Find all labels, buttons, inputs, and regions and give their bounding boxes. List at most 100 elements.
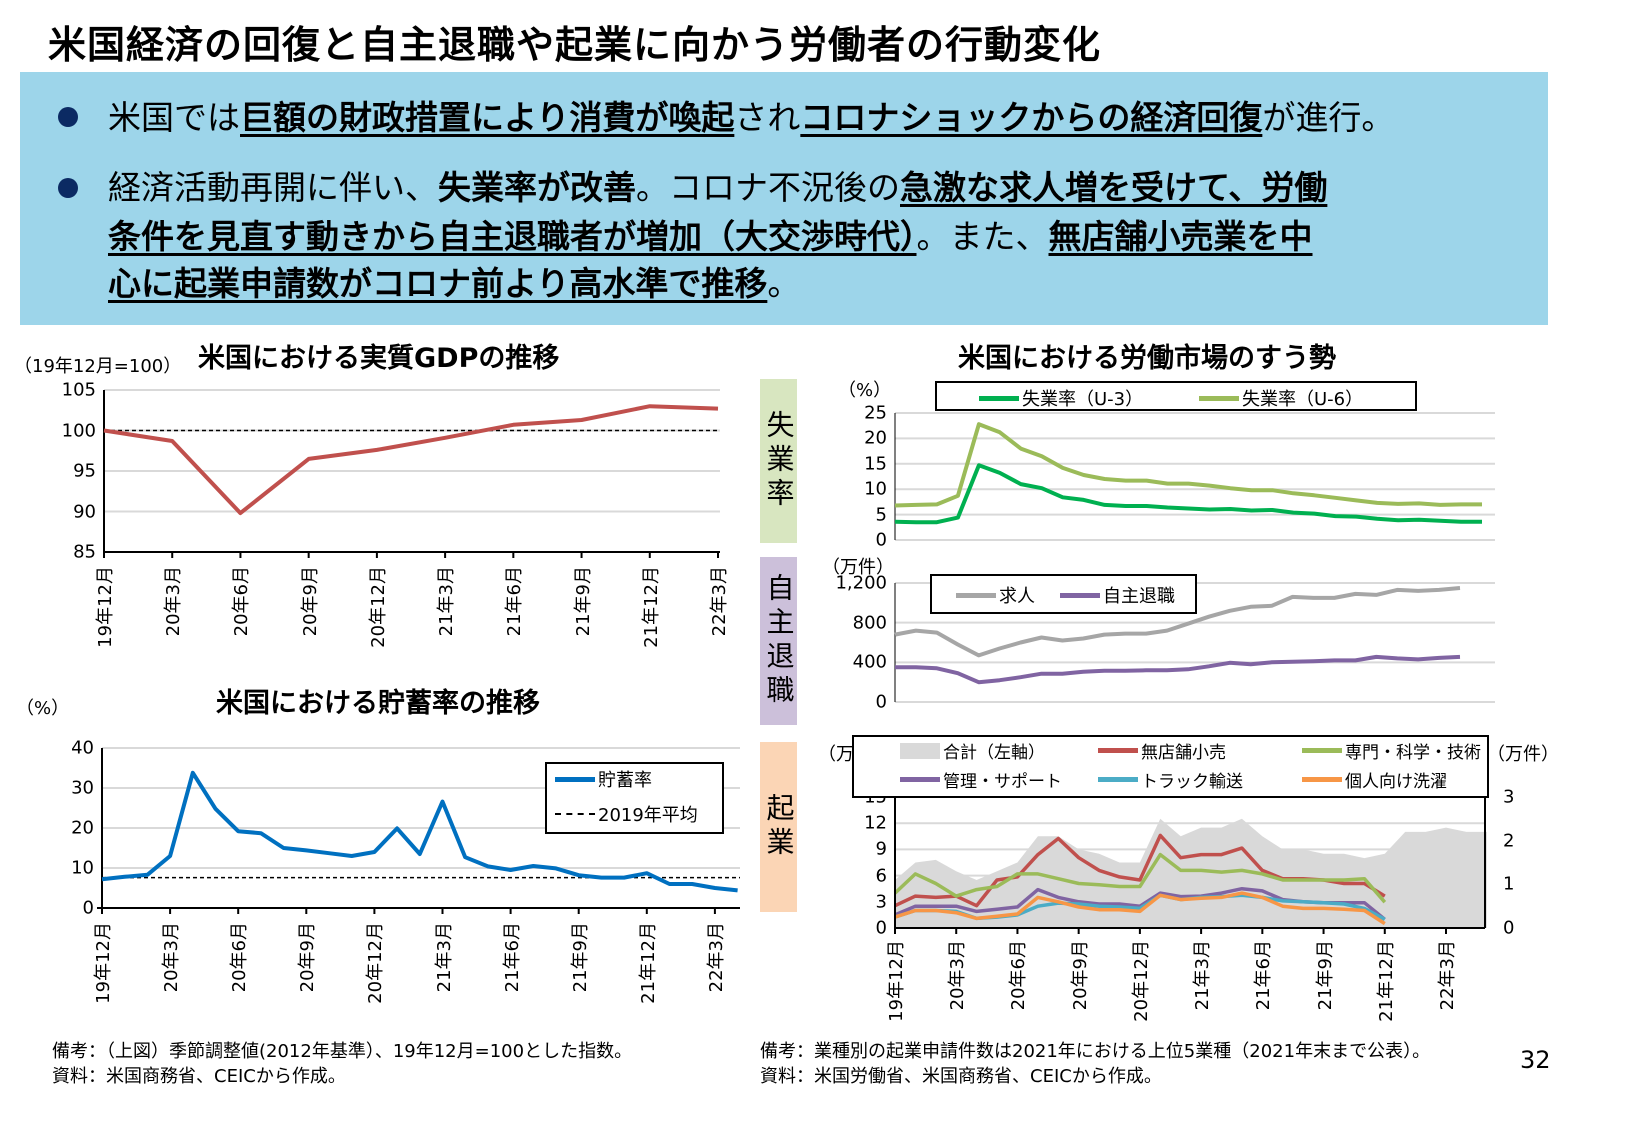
body-text: 米国では [108, 98, 240, 137]
legend-item-2019-average: 2019年平均 [555, 801, 698, 827]
x-tick-label: 20年6月 [1008, 940, 1030, 1011]
y-tick-label: 85 [73, 541, 96, 563]
y-tick-label: 10 [71, 857, 94, 879]
legend-label: 管理・サポート [943, 772, 1062, 792]
legend-label: 個人向け洗濯 [1345, 772, 1447, 792]
x-tick-label: 20年12月 [365, 922, 387, 1004]
x-tick-label: 21年6月 [501, 922, 523, 993]
y-tick-label: 10 [864, 478, 887, 500]
legend-swatch [1098, 748, 1138, 753]
body-text: され [734, 98, 801, 137]
y-tick-label-right: 2 [1503, 830, 1515, 852]
y-tick-label: 100 [61, 420, 96, 441]
x-tick-label: 20年3月 [947, 940, 969, 1011]
bullet-line: 米国では巨額の財政措置により消費が喚起されコロナショックからの経済回復が進行。 [108, 98, 1394, 138]
legend-label: 失業率（U-6） [1242, 389, 1364, 410]
y-tick-label: 105 [61, 379, 96, 401]
legend-label: 2019年平均 [598, 805, 698, 826]
side-label-quits: 自主退職 [760, 557, 797, 725]
openings-line [894, 586, 1461, 658]
legend-label: 合計（左軸） [943, 743, 1045, 763]
labor-chart-title: 米国における労働市場のすう勢 [958, 343, 1336, 374]
legend-label: 専門・科学・技術 [1345, 743, 1481, 763]
x-tick-label: 20年9月 [1069, 940, 1091, 1011]
unemployment-unit-label: （%） [838, 380, 892, 401]
emphasis-text: 条件を見直す動きから自主退職者が増加（大交渉時代） [108, 217, 917, 256]
y-tick-label: 0 [82, 897, 94, 919]
gdp-chart-title: 米国における実質GDPの推移 [198, 343, 560, 374]
quits-line [895, 654, 1461, 685]
y-tick-label: 6 [875, 865, 887, 887]
legend-swatch [555, 813, 595, 815]
y-tick-label: 800 [852, 612, 887, 634]
bullet-icon [58, 178, 78, 198]
y-tick-label: 20 [71, 817, 94, 839]
y-tick-label: 95 [73, 460, 96, 482]
body-text: 。また、 [916, 217, 1049, 256]
y-tick-label: 0 [875, 691, 887, 713]
legend-label: 求人 [999, 586, 1035, 607]
y-tick-label-right: 0 [1503, 917, 1515, 939]
legend-label: 失業率（U-3） [1022, 389, 1144, 410]
legend-item-openings: 求人 [956, 582, 1035, 608]
x-tick-label: 19年12月 [886, 940, 907, 1022]
legend-item-saving-rate: 貯蓄率 [555, 766, 652, 792]
y-tick-label: 40 [71, 737, 94, 759]
side-label-startup: 起業 [760, 742, 797, 912]
emphasis-text: 心に起業申請数がコロナ前より高水準で推移 [108, 264, 768, 303]
bullet-icon [58, 107, 78, 127]
legend-swatch [900, 777, 940, 782]
gdp-unit-label: （19年12月=100） [14, 356, 182, 377]
legend-item-admin-support: 管理・サポート [900, 767, 1062, 792]
page-number: 32 [1520, 1046, 1551, 1074]
y-tick-label: 15 [864, 453, 887, 475]
x-tick-label: 21年12月 [1375, 940, 1397, 1022]
x-tick-label: 21年6月 [504, 566, 526, 637]
y-tick-label: 5 [875, 504, 887, 526]
body-text: 経済活動再開に伴い、 [108, 168, 438, 207]
legend-swatch [956, 592, 996, 598]
bullet-line: 条件を見直す動きから自主退職者が増加（大交渉時代）。また、無店舗小売業を中 [108, 217, 1313, 257]
legend-swatch [555, 776, 595, 782]
note-left-2: 資料：米国商務省、CEICから作成。 [52, 1066, 346, 1087]
x-tick-label: 22年3月 [709, 566, 730, 637]
legend-label: 自主退職 [1103, 586, 1175, 607]
x-tick-label: 21年3月 [436, 566, 458, 637]
legend-swatch [1098, 777, 1138, 782]
gdp-line [103, 404, 719, 516]
startup-right-unit-label: （万件） [1487, 744, 1559, 765]
x-tick-label: 21年12月 [637, 922, 659, 1004]
x-tick-label: 21年9月 [1314, 940, 1336, 1011]
x-tick-label: 20年6月 [231, 566, 253, 637]
quits-legend: 求人 自主退職 [930, 574, 1197, 614]
saving-unit-label: （%） [16, 698, 70, 719]
y-tick-label: 1,200 [835, 572, 887, 594]
quits-unit-label: （万件） [822, 557, 894, 578]
emphasis-text: 失業率が改善 [438, 168, 636, 207]
y-tick-label: 20 [864, 427, 887, 449]
x-tick-label: 21年9月 [569, 922, 591, 993]
startup-legend: 合計（左軸） 無店舗小売 専門・科学・技術 管理・サポート トラック輸送 個人向… [852, 735, 1489, 798]
y-tick-label: 3 [875, 891, 887, 913]
note-right-1: 備考：業種別の起業申請件数は2021年における上位5業種（2021年末まで公表）… [760, 1041, 1431, 1062]
legend-swatch [1302, 748, 1342, 753]
emphasis-text: 無店舗小売業を中 [1048, 217, 1313, 256]
x-tick-label: 20年12月 [367, 566, 389, 648]
x-tick-label: 21年9月 [572, 566, 594, 637]
x-tick-label: 20年3月 [163, 566, 185, 637]
x-tick-label: 21年3月 [433, 922, 455, 993]
emphasis-text: コロナショックからの経済回復 [800, 98, 1263, 137]
x-tick-label: 20年9月 [299, 566, 321, 637]
legend-item-nonstore-retail: 無店舗小売 [1098, 738, 1226, 763]
legend-swatch [1302, 777, 1342, 782]
summary-box: 米国では巨額の財政措置により消費が喚起されコロナショックからの経済回復が進行。経… [20, 72, 1548, 325]
unemployment-legend: 失業率（U-3） 失業率（U-6） [935, 381, 1417, 411]
y-tick-label: 12 [864, 812, 887, 834]
legend-swatch [979, 395, 1019, 401]
legend-item-u3: 失業率（U-3） [979, 385, 1143, 411]
legend-item-quits: 自主退職 [1060, 582, 1175, 608]
y-tick-label: 30 [71, 777, 94, 799]
x-tick-label: 21年3月 [1192, 940, 1214, 1011]
emphasis-text: 急激な求人増を受けて、労働 [900, 168, 1328, 207]
x-tick-label: 20年12月 [1130, 940, 1152, 1022]
